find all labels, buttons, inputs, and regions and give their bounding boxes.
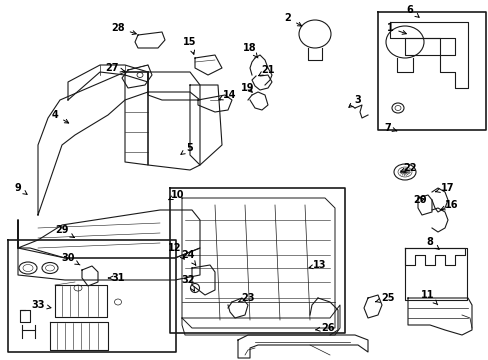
Text: 15: 15: [183, 37, 196, 54]
Text: 22: 22: [400, 163, 416, 173]
Text: 13: 13: [308, 260, 326, 270]
Text: 19: 19: [241, 83, 254, 93]
Text: 21: 21: [258, 65, 274, 76]
Text: 10: 10: [168, 190, 184, 200]
Text: 16: 16: [440, 200, 458, 210]
Text: 25: 25: [375, 293, 394, 303]
Text: 24: 24: [181, 250, 195, 265]
Text: 20: 20: [412, 195, 426, 205]
Text: 12: 12: [168, 243, 184, 259]
Text: 6: 6: [406, 5, 418, 17]
Text: 3: 3: [348, 95, 361, 107]
Text: 9: 9: [15, 183, 27, 194]
Text: 32: 32: [181, 275, 194, 291]
Text: 31: 31: [108, 273, 124, 283]
Text: 18: 18: [243, 43, 258, 58]
Text: 17: 17: [435, 183, 454, 193]
Text: 1: 1: [386, 23, 406, 34]
Text: 33: 33: [31, 300, 51, 310]
Text: 4: 4: [52, 110, 68, 123]
Text: 28: 28: [111, 23, 136, 35]
Text: 23: 23: [238, 293, 254, 303]
Text: 5: 5: [181, 143, 193, 154]
Text: 14: 14: [219, 90, 236, 100]
Text: 26: 26: [315, 323, 334, 333]
Text: 8: 8: [426, 237, 438, 249]
Text: 11: 11: [420, 290, 437, 305]
Text: 29: 29: [55, 225, 74, 238]
Text: 2: 2: [284, 13, 301, 26]
Text: 30: 30: [61, 253, 80, 265]
Text: 27: 27: [105, 63, 124, 73]
Text: 7: 7: [384, 123, 396, 133]
